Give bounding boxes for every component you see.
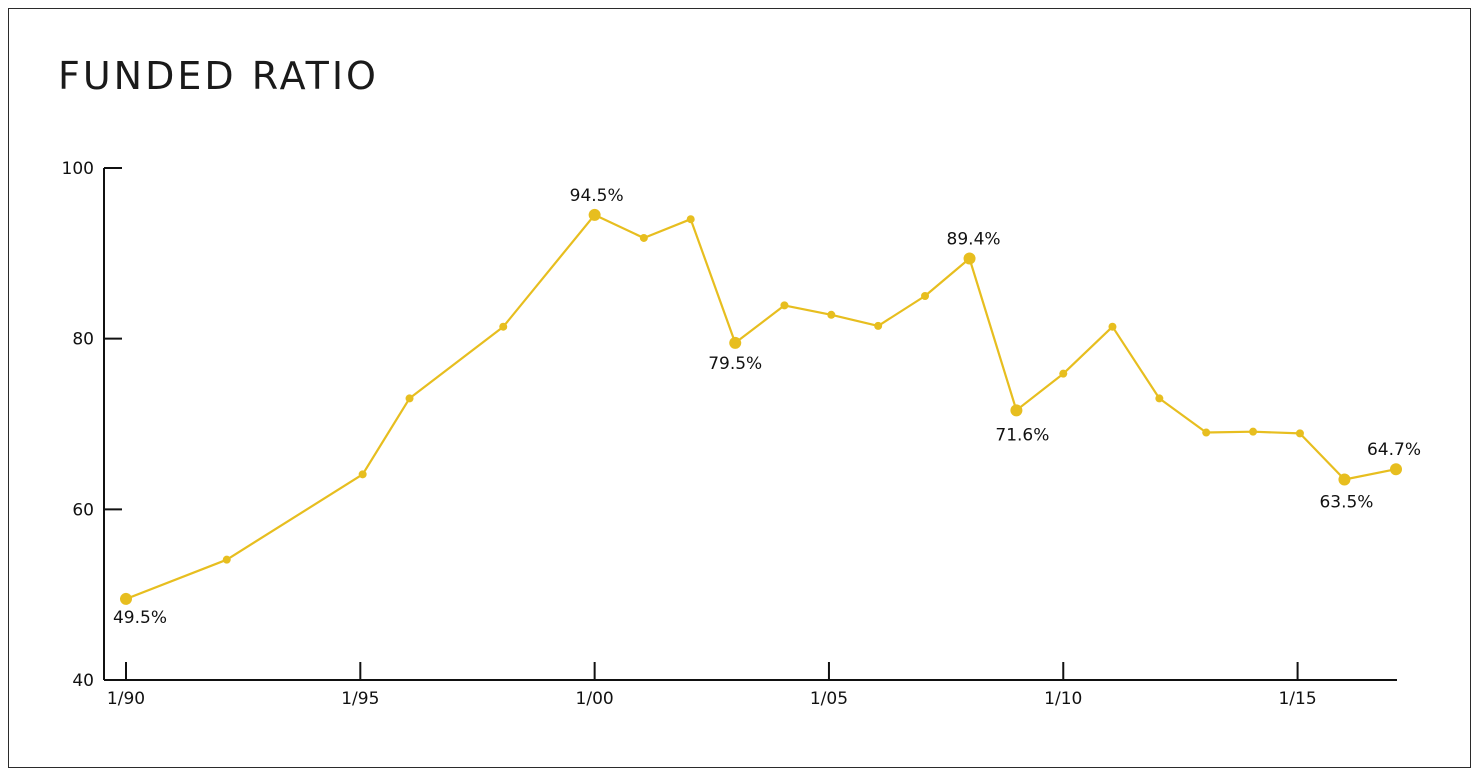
- data-point-highlight: [1338, 473, 1351, 486]
- series-line: [125, 213, 1397, 600]
- y-tick-label: 40: [72, 671, 94, 691]
- data-point-highlight: [120, 592, 132, 605]
- x-tick-label: 1/95: [341, 689, 379, 709]
- data-point-highlight: [1010, 404, 1023, 417]
- data-point-highlight: [1390, 463, 1402, 476]
- data-point: [686, 215, 695, 224]
- data-point: [827, 310, 836, 319]
- data-label: 94.5%: [570, 186, 624, 206]
- y-tick-label: 100: [62, 159, 94, 179]
- x-tick-label: 1/00: [576, 689, 614, 709]
- data-point: [921, 292, 930, 300]
- data-point-highlight: [588, 208, 601, 221]
- data-point: [1202, 428, 1211, 437]
- data-point: [639, 233, 648, 242]
- x-tick-label: 1/10: [1044, 689, 1082, 709]
- data-label: 79.5%: [708, 354, 762, 374]
- data-label: 64.7%: [1367, 440, 1421, 460]
- data-point: [1059, 369, 1068, 378]
- data-point: [405, 394, 414, 403]
- x-tick-label: 1/90: [107, 689, 145, 709]
- data-label: 71.6%: [995, 425, 1049, 445]
- data-label: 89.4%: [947, 229, 1001, 249]
- data-point: [780, 301, 789, 310]
- data-point: [499, 322, 508, 331]
- y-tick-label: 60: [72, 500, 94, 520]
- x-tick-label: 1/15: [1278, 689, 1316, 709]
- data-point: [358, 470, 367, 479]
- data-point: [874, 321, 883, 330]
- data-point: [1108, 322, 1117, 331]
- data-point: [1295, 429, 1304, 438]
- data-point: [222, 555, 231, 564]
- data-label: 63.5%: [1319, 492, 1373, 512]
- chart-title: FUNDED RATIO: [58, 54, 379, 98]
- data-point-highlight: [963, 252, 976, 265]
- data-point-highlight: [729, 336, 742, 349]
- data-point: [1155, 394, 1164, 403]
- data-point: [1249, 427, 1258, 436]
- chart-frame: [8, 8, 1471, 768]
- data-label: 49.5%: [113, 608, 167, 628]
- x-tick-label: 1/05: [810, 689, 848, 709]
- y-tick-label: 80: [72, 330, 94, 350]
